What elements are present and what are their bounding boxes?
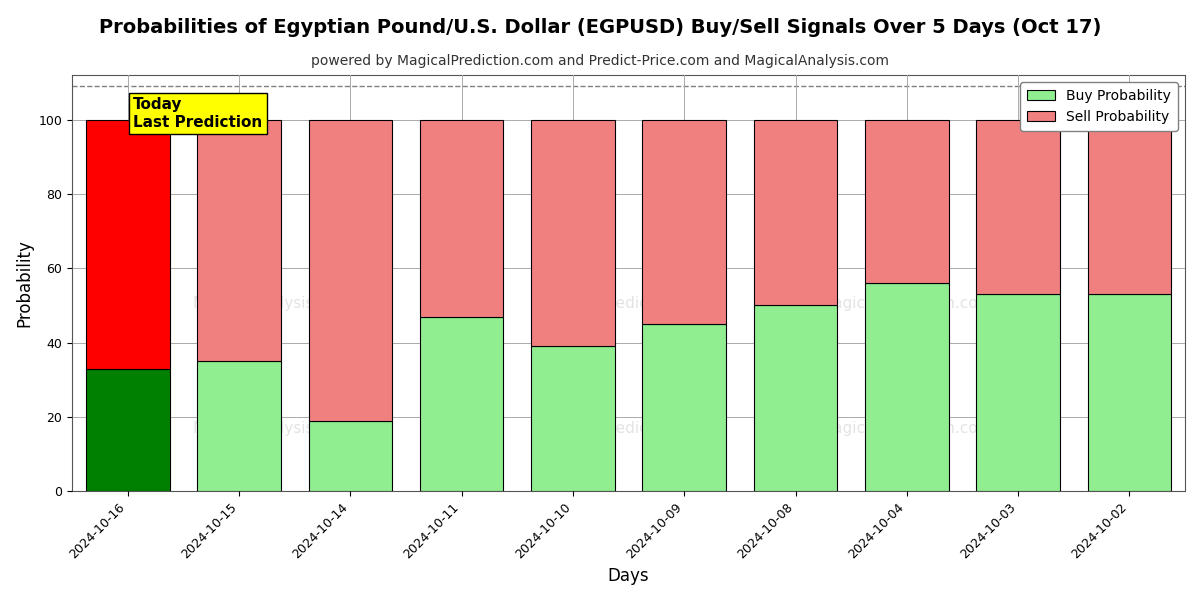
Bar xyxy=(308,421,392,491)
Bar xyxy=(754,305,838,491)
Bar xyxy=(642,324,726,491)
Bar xyxy=(86,119,169,368)
Text: MagicalPrediction.com: MagicalPrediction.com xyxy=(542,421,715,436)
Bar xyxy=(1087,119,1171,294)
Text: Today
Last Prediction: Today Last Prediction xyxy=(133,97,263,130)
Bar xyxy=(86,368,169,491)
X-axis label: Days: Days xyxy=(607,567,649,585)
Text: MagicalPrediction.com: MagicalPrediction.com xyxy=(821,421,994,436)
Bar xyxy=(197,119,281,361)
Bar xyxy=(420,317,503,491)
Text: Probabilities of Egyptian Pound/U.S. Dollar (EGPUSD) Buy/Sell Signals Over 5 Day: Probabilities of Egyptian Pound/U.S. Dol… xyxy=(98,18,1102,37)
Text: MagicalAnalysis.com: MagicalAnalysis.com xyxy=(193,296,352,311)
Bar xyxy=(977,119,1060,294)
Bar xyxy=(754,119,838,305)
Y-axis label: Probability: Probability xyxy=(16,239,34,327)
Bar xyxy=(420,119,503,317)
Bar xyxy=(308,119,392,421)
Text: powered by MagicalPrediction.com and Predict-Price.com and MagicalAnalysis.com: powered by MagicalPrediction.com and Pre… xyxy=(311,54,889,68)
Text: MagicalAnalysis.com: MagicalAnalysis.com xyxy=(193,421,352,436)
Bar xyxy=(532,119,614,346)
Bar xyxy=(977,294,1060,491)
Text: MagicalPrediction.com: MagicalPrediction.com xyxy=(821,296,994,311)
Legend: Buy Probability, Sell Probability: Buy Probability, Sell Probability xyxy=(1020,82,1178,131)
Bar xyxy=(642,119,726,324)
Bar xyxy=(1087,294,1171,491)
Bar xyxy=(865,119,948,283)
Bar xyxy=(865,283,948,491)
Bar xyxy=(197,361,281,491)
Text: MagicalPrediction.com: MagicalPrediction.com xyxy=(542,296,715,311)
Bar xyxy=(532,346,614,491)
